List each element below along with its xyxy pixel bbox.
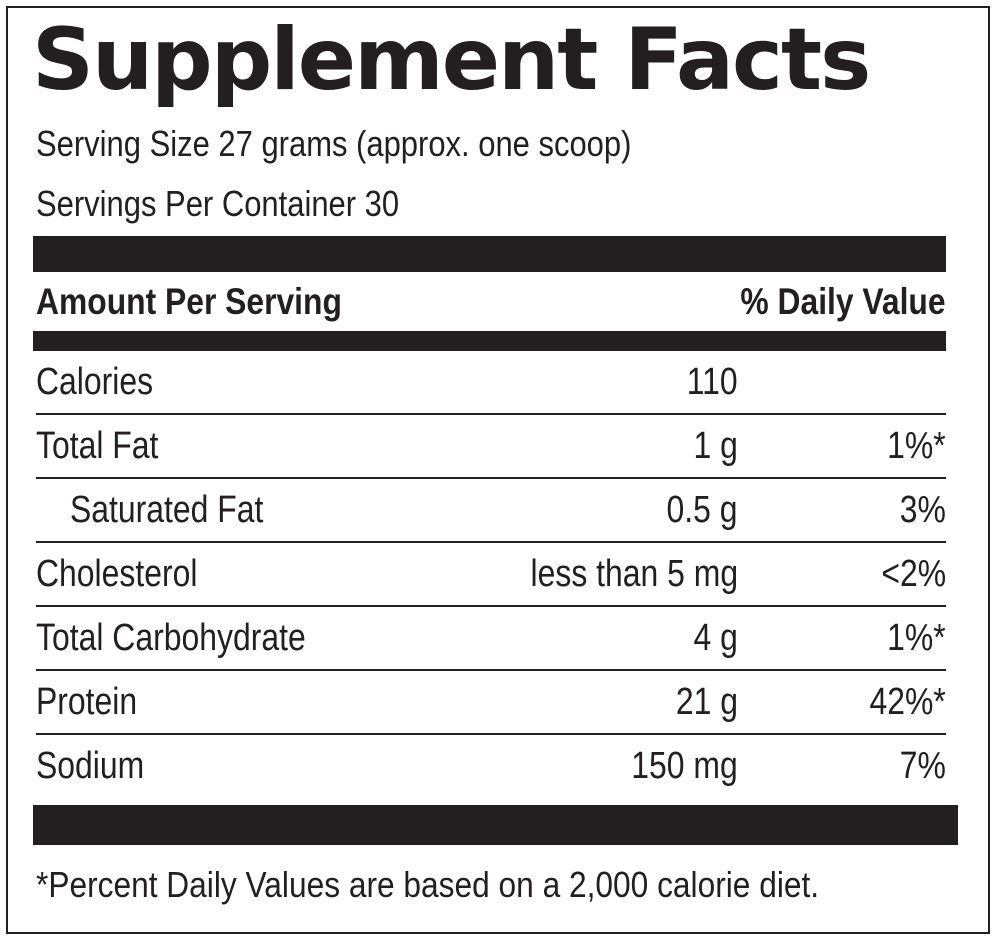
thick-divider-middle [33,331,946,351]
nutrient-amount: 0.5 g [666,489,738,531]
nutrient-row-calories: Calories 110 [36,351,946,415]
nutrient-name: Calories [36,361,154,403]
nutrient-amount: 1 g [693,425,738,467]
nutrient-daily-value: 42%* [869,681,946,723]
servings-per-container: Servings Per Container 30 [36,183,400,224]
nutrient-amount: 21 g [675,681,738,723]
nutrient-amount: less than 5 mg [530,553,738,595]
supplement-facts-panel [6,6,990,934]
nutrient-name: Sodium [36,745,145,787]
daily-value-header: % Daily Value [740,281,946,322]
column-header-row: Amount Per Serving % Daily Value [36,276,946,328]
nutrient-daily-value: 1%* [887,425,946,467]
nutrient-name: Protein [36,681,138,723]
nutrient-amount: 150 mg [631,745,738,787]
nutrient-row-total-fat: Total Fat 1 g 1%* [36,415,946,479]
nutrient-amount: 4 g [693,617,738,659]
nutrient-row-total-carbohydrate: Total Carbohydrate 4 g 1%* [36,607,946,671]
amount-per-serving-header: Amount Per Serving [36,281,342,322]
serving-size: Serving Size 27 grams (approx. one scoop… [36,123,632,164]
nutrient-row-sodium: Sodium 150 mg 7% [36,735,946,803]
nutrient-row-cholesterol: Cholesterol less than 5 mg <2% [36,543,946,607]
nutrient-daily-value: 7% [899,745,946,787]
nutrient-name: Saturated Fat [70,489,264,531]
thick-divider-bottom [33,805,958,845]
nutrient-row-protein: Protein 21 g 42%* [36,671,946,735]
nutrient-daily-value: 1%* [887,617,946,659]
nutrient-name: Total Carbohydrate [36,617,306,659]
daily-value-footnote: *Percent Daily Values are based on a 2,0… [36,864,820,905]
nutrient-name: Total Fat [36,425,159,467]
nutrient-daily-value: 3% [899,489,946,531]
thick-divider-top [33,236,946,272]
nutrient-daily-value: <2% [881,553,946,595]
panel-title: Supplement Facts [32,10,871,110]
nutrient-name: Cholesterol [36,553,198,595]
nutrient-table: Calories 110 Total Fat 1 g 1%* Saturated… [36,351,946,803]
nutrient-amount: 110 [687,361,738,403]
nutrient-row-saturated-fat: Saturated Fat 0.5 g 3% [36,479,946,543]
